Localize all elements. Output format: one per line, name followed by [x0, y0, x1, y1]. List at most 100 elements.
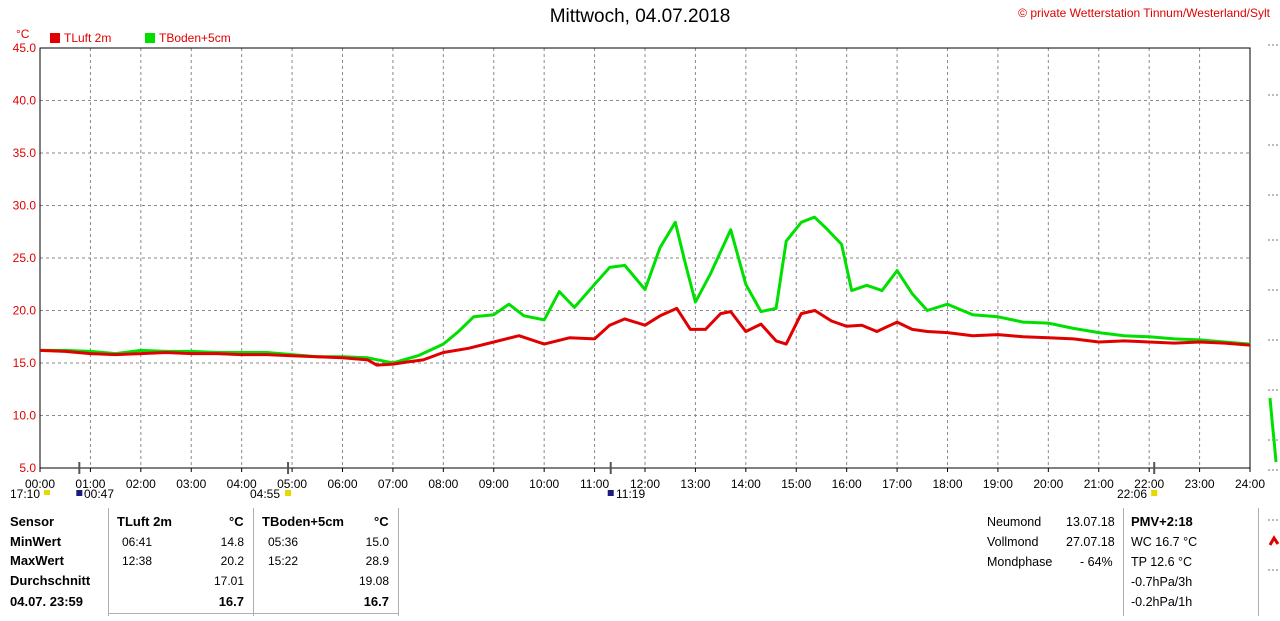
row-label-durchschnitt: Durchschnitt — [10, 573, 91, 588]
time-marker-square — [1151, 490, 1158, 496]
right-edge-decor — [1268, 44, 1280, 571]
table-divider — [1123, 508, 1124, 616]
table-header-tboden: TBoden+5cm — [262, 514, 344, 529]
extra-title: PMV+2:18 — [1131, 514, 1193, 529]
axes — [39, 47, 1251, 496]
y-tick-label: 15.0 — [13, 356, 37, 370]
avg-value-tboden: 19.08 — [358, 574, 389, 588]
y-tick-label: 40.0 — [13, 94, 37, 108]
chart-title: Mittwoch, 04.07.2018 — [549, 6, 731, 27]
moon-label: Neumond — [987, 515, 1042, 529]
table-bottom-line — [108, 613, 398, 614]
x-tick-label: 08:00 — [428, 477, 458, 491]
moon-value: - 64% — [1080, 555, 1113, 569]
table-header-tluft: TLuft 2m — [117, 514, 172, 529]
series-lines — [39, 215, 1251, 367]
extra-line: TP 12.6 °C — [1131, 555, 1193, 569]
x-tick-label: 13:00 — [680, 477, 710, 491]
table-divider — [398, 508, 399, 616]
table-header-sensor: Sensor — [10, 514, 55, 529]
x-tick-label: 04:00 — [227, 477, 257, 491]
y-unit-label: °C — [16, 27, 30, 41]
x-tick-label: 16:00 — [832, 477, 862, 491]
max-value-tboden: 28.9 — [365, 554, 389, 568]
min-time-tluft: 06:41 — [122, 535, 153, 549]
avg-value-tluft: 17.01 — [213, 574, 244, 588]
series-line-tluft — [39, 306, 1251, 367]
row-label-current: 04.07. 23:59 — [10, 594, 84, 609]
x-tick-label: 18:00 — [932, 477, 962, 491]
moon-label: Vollmond — [987, 535, 1039, 549]
x-tick-label: 03:00 — [176, 477, 206, 491]
legend-label: TLuft 2m — [64, 31, 112, 45]
legend-swatch-green — [145, 33, 155, 43]
extra-line: -0.7hPa/3h — [1131, 575, 1193, 589]
table-header-tboden-unit: °C — [374, 514, 389, 529]
row-label-maxwert: MaxWert — [10, 553, 64, 568]
table-divider — [1258, 508, 1259, 616]
time-marker-square — [44, 490, 50, 495]
time-marker-square — [607, 490, 614, 496]
series-line-tboden — [40, 215, 1251, 365]
legend-item-tluft: TLuft 2m — [50, 31, 111, 45]
y-tick-label: 30.0 — [13, 199, 37, 213]
x-tick-label: 09:00 — [479, 477, 509, 491]
max-time-tluft: 12:38 — [122, 554, 153, 568]
legend-swatch-red — [50, 33, 60, 43]
x-tick-label: 24:00 — [1235, 477, 1265, 491]
y-tick-label: 5.0 — [19, 461, 36, 475]
x-tick-label: 19:00 — [983, 477, 1013, 491]
x-tick-label: 02:00 — [126, 477, 156, 491]
x-tick-label: 10:00 — [529, 477, 559, 491]
row-label-minwert: MinWert — [10, 534, 62, 549]
time-marker-square — [285, 490, 292, 496]
table-header-tluft-unit: °C — [229, 514, 244, 529]
x-tick-label: 07:00 — [378, 477, 408, 491]
y-tick-label: 45.0 — [13, 41, 37, 55]
x-tick-label: 17:00 — [882, 477, 912, 491]
min-value-tluft: 14.8 — [220, 535, 244, 549]
x-tick-label: 14:00 — [731, 477, 761, 491]
plot-frame — [39, 47, 1251, 469]
min-value-tboden: 15.0 — [365, 535, 389, 549]
marker-time-4: 22:06 — [1117, 487, 1148, 501]
edge-series-green — [1268, 397, 1278, 463]
tick-labels: 5.0 10.0 15.0 20.0 25.0 30.0 35.0 40.0 45.0 00:00… — [13, 41, 1266, 491]
x-tick-label: 20:00 — [1033, 477, 1063, 491]
current-value-tboden: 16.7 — [363, 594, 389, 609]
x-tick-label: 06:00 — [327, 477, 357, 491]
x-tick-label: 01:00 — [75, 477, 105, 491]
x-tick-label: 12:00 — [630, 477, 660, 491]
x-tick-label: 23:00 — [1185, 477, 1215, 491]
table-divider — [108, 508, 109, 616]
extra-line: WC 16.7 °C — [1131, 535, 1198, 549]
x-tick-label: 00:00 — [25, 477, 55, 491]
x-tick-label: 11:00 — [580, 477, 609, 491]
current-value-tluft: 16.7 — [218, 594, 244, 609]
station-credit: © private Wetterstation Tinnum/Westerlan… — [1018, 6, 1270, 20]
legend-item-tboden: TBoden+5cm — [145, 31, 231, 45]
moon-value: 27.07.18 — [1066, 535, 1115, 549]
y-tick-label: 20.0 — [13, 304, 37, 318]
marker-time-1: 00:47 — [84, 487, 115, 501]
marker-time-2: 04:55 — [250, 487, 281, 501]
x-tick-label: 21:00 — [1084, 477, 1114, 491]
table-divider — [253, 508, 254, 616]
min-time-tboden: 05:36 — [268, 535, 299, 549]
grid — [40, 47, 1250, 468]
y-tick-label: 35.0 — [13, 146, 37, 160]
extra-line: -0.2hPa/1h — [1131, 595, 1193, 609]
edge-series-red — [1268, 535, 1280, 546]
max-value-tluft: 20.2 — [220, 554, 244, 568]
x-tick-label: 22:00 — [1134, 477, 1164, 491]
y-tick-label: 10.0 — [13, 409, 37, 423]
x-tick-label: 15:00 — [781, 477, 811, 491]
max-time-tboden: 15:22 — [268, 554, 299, 568]
moon-value: 13.07.18 — [1066, 515, 1115, 529]
marker-time-left: 17:10 — [10, 487, 41, 501]
moon-label: Mondphase — [987, 555, 1053, 569]
legend-label: TBoden+5cm — [159, 31, 231, 45]
marker-time-3: 11:19 — [616, 487, 646, 501]
y-tick-label: 25.0 — [13, 251, 37, 265]
